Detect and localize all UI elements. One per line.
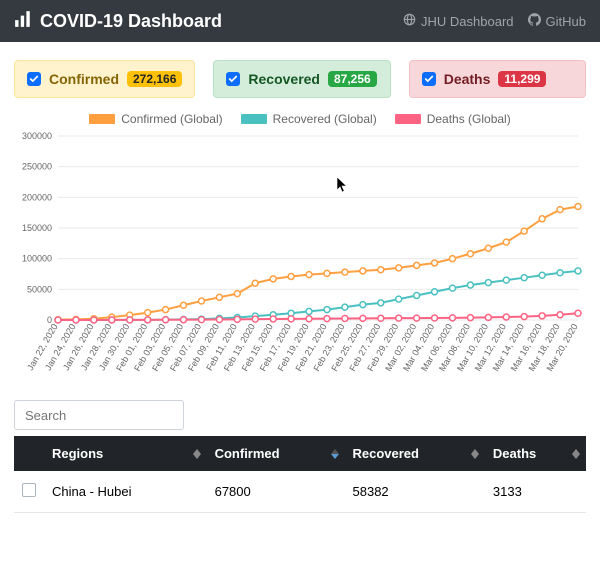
filter-row: Confirmed 272,166 Recovered 87,256 Death… xyxy=(0,42,600,112)
filter-confirmed[interactable]: Confirmed 272,166 xyxy=(14,60,195,98)
nav-link-github-label: GitHub xyxy=(546,14,586,29)
svg-text:150000: 150000 xyxy=(22,223,52,233)
filter-confirmed-count: 272,166 xyxy=(127,71,182,87)
sort-icon xyxy=(471,449,479,459)
checkbox-icon[interactable] xyxy=(27,72,41,86)
nav-right: JHU Dashboard GitHub xyxy=(403,13,586,29)
table-head: Regions Confirmed Recovered Deaths xyxy=(14,436,586,471)
col-recovered[interactable]: Recovered xyxy=(345,436,485,471)
nav-link-jhu-label: JHU Dashboard xyxy=(421,14,514,29)
svg-text:100000: 100000 xyxy=(22,254,52,264)
legend-swatch xyxy=(395,114,421,124)
chart-icon xyxy=(14,10,32,33)
row-checkbox-cell[interactable] xyxy=(14,471,44,513)
col-label: Recovered xyxy=(353,446,419,461)
sort-icon xyxy=(331,449,339,459)
nav-link-jhu[interactable]: JHU Dashboard xyxy=(403,13,514,29)
timeseries-chart[interactable]: 050000100000150000200000250000300000Jan … xyxy=(14,130,586,390)
svg-text:200000: 200000 xyxy=(22,192,52,202)
table-body: China - Hubei 67800 58382 3133 xyxy=(14,471,586,513)
legend-swatch xyxy=(241,114,267,124)
chart-legend: Confirmed (Global) Recovered (Global) De… xyxy=(14,112,586,126)
col-label: Regions xyxy=(52,446,103,461)
legend-item-recovered[interactable]: Recovered (Global) xyxy=(241,112,377,126)
table-row[interactable]: China - Hubei 67800 58382 3133 xyxy=(14,471,586,513)
col-label: Confirmed xyxy=(215,446,280,461)
checkbox-icon[interactable] xyxy=(422,72,436,86)
sort-icon xyxy=(572,449,580,459)
filter-recovered-label: Recovered xyxy=(248,71,320,87)
search-container xyxy=(14,400,586,430)
brand: COVID-19 Dashboard xyxy=(14,10,222,33)
nav-link-github[interactable]: GitHub xyxy=(528,13,586,29)
checkbox-icon[interactable] xyxy=(22,483,36,497)
col-confirmed[interactable]: Confirmed xyxy=(207,436,345,471)
checkbox-icon[interactable] xyxy=(226,72,240,86)
globe-icon xyxy=(403,13,416,29)
cell-recovered: 58382 xyxy=(345,471,485,513)
col-select[interactable] xyxy=(14,436,44,471)
svg-text:250000: 250000 xyxy=(22,162,52,172)
filter-deaths-count: 11,299 xyxy=(498,71,546,87)
col-deaths[interactable]: Deaths xyxy=(485,436,586,471)
page-title: COVID-19 Dashboard xyxy=(40,11,222,32)
col-label: Deaths xyxy=(493,446,536,461)
cell-deaths: 3133 xyxy=(485,471,586,513)
github-icon xyxy=(528,13,541,29)
navbar: COVID-19 Dashboard JHU Dashboard GitHub xyxy=(0,0,600,42)
search-input[interactable] xyxy=(14,400,184,430)
filter-deaths[interactable]: Deaths 11,299 xyxy=(409,60,586,98)
cell-confirmed: 67800 xyxy=(207,471,345,513)
cell-region: China - Hubei xyxy=(44,471,207,513)
filter-confirmed-label: Confirmed xyxy=(49,71,119,87)
svg-text:50000: 50000 xyxy=(27,284,52,294)
legend-item-deaths[interactable]: Deaths (Global) xyxy=(395,112,511,126)
sort-icon xyxy=(193,449,201,459)
filter-deaths-label: Deaths xyxy=(444,71,491,87)
legend-swatch xyxy=(89,114,115,124)
legend-label: Confirmed (Global) xyxy=(121,112,222,126)
svg-text:300000: 300000 xyxy=(22,131,52,141)
legend-item-confirmed[interactable]: Confirmed (Global) xyxy=(89,112,222,126)
chart-container: Confirmed (Global) Recovered (Global) De… xyxy=(0,112,600,390)
col-regions[interactable]: Regions xyxy=(44,436,207,471)
legend-label: Recovered (Global) xyxy=(273,112,377,126)
legend-label: Deaths (Global) xyxy=(427,112,511,126)
regions-table: Regions Confirmed Recovered Deaths China… xyxy=(14,436,586,513)
filter-recovered[interactable]: Recovered 87,256 xyxy=(213,60,390,98)
filter-recovered-count: 87,256 xyxy=(328,71,377,87)
